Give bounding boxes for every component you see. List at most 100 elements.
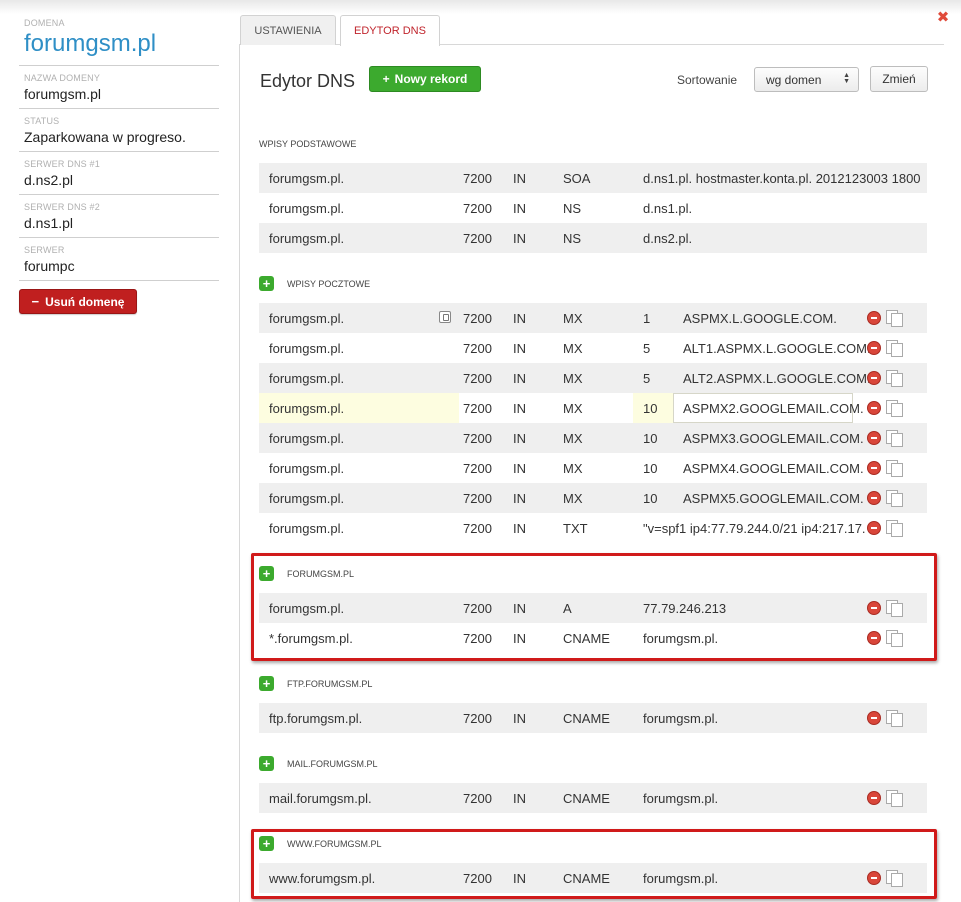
record-class: IN xyxy=(513,711,526,726)
record-class: IN xyxy=(513,201,526,216)
field-value: forumpc xyxy=(24,258,75,274)
section-basic-title: WPISY PODSTAWOWE xyxy=(259,139,357,149)
record-ttl: 7200 xyxy=(463,201,492,216)
close-icon[interactable]: ✖ xyxy=(936,9,950,26)
record-ttl: 7200 xyxy=(463,401,492,416)
sort-label: Sortowanie xyxy=(677,73,738,87)
lock-icon[interactable] xyxy=(439,311,451,323)
table-row[interactable]: forumgsm.pl. 7200 IN A 77.79.246.213 xyxy=(259,593,927,623)
record-host: forumgsm.pl. xyxy=(269,491,345,506)
tab-settings[interactable]: USTAWIENIA xyxy=(240,15,336,45)
host-edit-field[interactable] xyxy=(259,393,459,423)
record-value: forumgsm.pl. xyxy=(643,711,719,726)
table-row[interactable]: forumgsm.pl. 7200 IN MX 10 ASPMX4.GOOGLE… xyxy=(259,453,927,483)
record-priority: 5 xyxy=(643,371,651,386)
copy-icon[interactable] xyxy=(886,370,903,387)
priority-edit-field[interactable] xyxy=(633,393,673,423)
new-record-button[interactable]: + Nowy rekord xyxy=(369,66,481,92)
copy-icon[interactable] xyxy=(886,310,903,327)
table-row[interactable]: forumgsm.pl. 7200 IN MX 10 ASPMX5.GOOGLE… xyxy=(259,483,927,513)
field-domain-name: NAZWA DOMENY forumgsm.pl xyxy=(19,65,219,108)
table-row[interactable]: forumgsm.pl. 7200 IN MX 5 ALT1.ASPMX.L.G… xyxy=(259,333,927,363)
record-type: CNAME xyxy=(563,871,610,886)
remove-circle-icon[interactable] xyxy=(867,631,881,645)
record-value: d.ns1.pl. xyxy=(643,201,693,216)
record-value: ASPMX2.GOOGLEMAIL.COM. xyxy=(683,401,864,416)
remove-circle-icon[interactable] xyxy=(867,871,881,885)
copy-icon[interactable] xyxy=(886,710,903,727)
record-class: IN xyxy=(513,171,526,186)
highlight-box-www xyxy=(251,829,937,899)
record-type: MX xyxy=(563,461,583,476)
record-type: MX xyxy=(563,311,583,326)
add-record-icon[interactable]: + xyxy=(259,566,274,581)
add-record-icon[interactable]: + xyxy=(259,276,274,291)
tab-dns-editor[interactable]: EDYTOR DNS xyxy=(340,15,440,46)
record-class: IN xyxy=(513,231,526,246)
remove-circle-icon[interactable] xyxy=(867,371,881,385)
record-host: forumgsm.pl. xyxy=(269,461,345,476)
copy-icon[interactable] xyxy=(886,870,903,887)
copy-icon[interactable] xyxy=(886,600,903,617)
copy-icon[interactable] xyxy=(886,520,903,537)
copy-icon[interactable] xyxy=(886,790,903,807)
field-server: SERWER forumpc xyxy=(19,237,219,281)
sort-select[interactable]: wg domen ▲ ▼ xyxy=(754,67,859,92)
add-record-icon[interactable]: + xyxy=(259,836,274,851)
section-mail-header: + WPISY POCZTOWE xyxy=(259,276,370,291)
add-record-icon[interactable]: + xyxy=(259,756,274,771)
table-row[interactable]: *.forumgsm.pl. 7200 IN CNAME forumgsm.pl… xyxy=(259,623,927,653)
delete-domain-button[interactable]: − Usuń domenę xyxy=(19,289,137,314)
record-ttl: 7200 xyxy=(463,791,492,806)
record-host: www.forumgsm.pl. xyxy=(269,871,376,886)
section-ftp-header: + FTP.FORUMGSM.PL xyxy=(259,676,372,691)
record-priority: 10 xyxy=(643,461,658,476)
section-root-title: FORUMGSM.PL xyxy=(287,568,355,579)
record-ttl: 7200 xyxy=(463,431,492,446)
remove-circle-icon[interactable] xyxy=(867,401,881,415)
copy-icon[interactable] xyxy=(886,630,903,647)
table-row[interactable]: forumgsm.pl. 7200 IN MX 10 ASPMX3.GOOGLE… xyxy=(259,423,927,453)
copy-icon[interactable] xyxy=(886,460,903,477)
remove-circle-icon[interactable] xyxy=(867,431,881,445)
record-host: ftp.forumgsm.pl. xyxy=(269,711,363,726)
table-row[interactable]: forumgsm.pl. 7200 IN MX 5 ALT2.ASPMX.L.G… xyxy=(259,363,927,393)
table-row[interactable]: forumgsm.pl. 7200 IN MX 1 ASPMX.L.GOOGLE… xyxy=(259,303,927,333)
copy-icon[interactable] xyxy=(886,340,903,357)
remove-circle-icon[interactable] xyxy=(867,521,881,535)
record-host: forumgsm.pl. xyxy=(269,401,345,416)
record-type: NS xyxy=(563,231,582,246)
record-value: forumgsm.pl. xyxy=(643,631,719,646)
value-edit-field[interactable] xyxy=(673,393,853,423)
remove-circle-icon[interactable] xyxy=(867,491,881,505)
change-sort-button[interactable]: Zmień xyxy=(870,66,928,92)
remove-circle-icon[interactable] xyxy=(867,601,881,615)
record-host: forumgsm.pl. xyxy=(269,601,345,616)
record-value: ALT2.ASPMX.L.GOOGLE.COM. xyxy=(683,371,871,386)
table-row[interactable]: mail.forumgsm.pl. 7200 IN CNAME forumgsm… xyxy=(259,783,927,813)
copy-icon[interactable] xyxy=(886,400,903,417)
remove-circle-icon[interactable] xyxy=(867,311,881,325)
record-type: MX xyxy=(563,491,583,506)
remove-circle-icon[interactable] xyxy=(867,791,881,805)
record-value: 77.79.246.213 xyxy=(643,601,727,616)
add-record-icon[interactable]: + xyxy=(259,676,274,691)
domain-caption: DOMENA xyxy=(24,18,65,28)
remove-circle-icon[interactable] xyxy=(867,341,881,355)
table-row[interactable]: ftp.forumgsm.pl. 7200 IN CNAME forumgsm.… xyxy=(259,703,927,733)
record-host: forumgsm.pl. xyxy=(269,201,345,216)
remove-circle-icon[interactable] xyxy=(867,711,881,725)
record-host: forumgsm.pl. xyxy=(269,521,345,536)
table-row[interactable]: www.forumgsm.pl. 7200 IN CNAME forumgsm.… xyxy=(259,863,927,893)
record-ttl: 7200 xyxy=(463,631,492,646)
record-type: CNAME xyxy=(563,631,610,646)
copy-icon[interactable] xyxy=(886,490,903,507)
remove-circle-icon[interactable] xyxy=(867,461,881,475)
section-root-header: + FORUMGSM.PL xyxy=(259,566,354,581)
copy-icon[interactable] xyxy=(886,430,903,447)
table-row[interactable]: forumgsm.pl. 7200 IN TXT "v=spf1 ip4:77.… xyxy=(259,513,927,543)
table-row: forumgsm.pl. 7200 IN NS d.ns2.pl. xyxy=(259,223,927,253)
section-mail-title: WPISY POCZTOWE xyxy=(287,278,371,289)
table-row-editing[interactable]: forumgsm.pl. 7200 IN MX 10 ASPMX2.GOOGLE… xyxy=(259,393,927,423)
table-row: forumgsm.pl. 7200 IN SOA d.ns1.pl. hostm… xyxy=(259,163,927,193)
